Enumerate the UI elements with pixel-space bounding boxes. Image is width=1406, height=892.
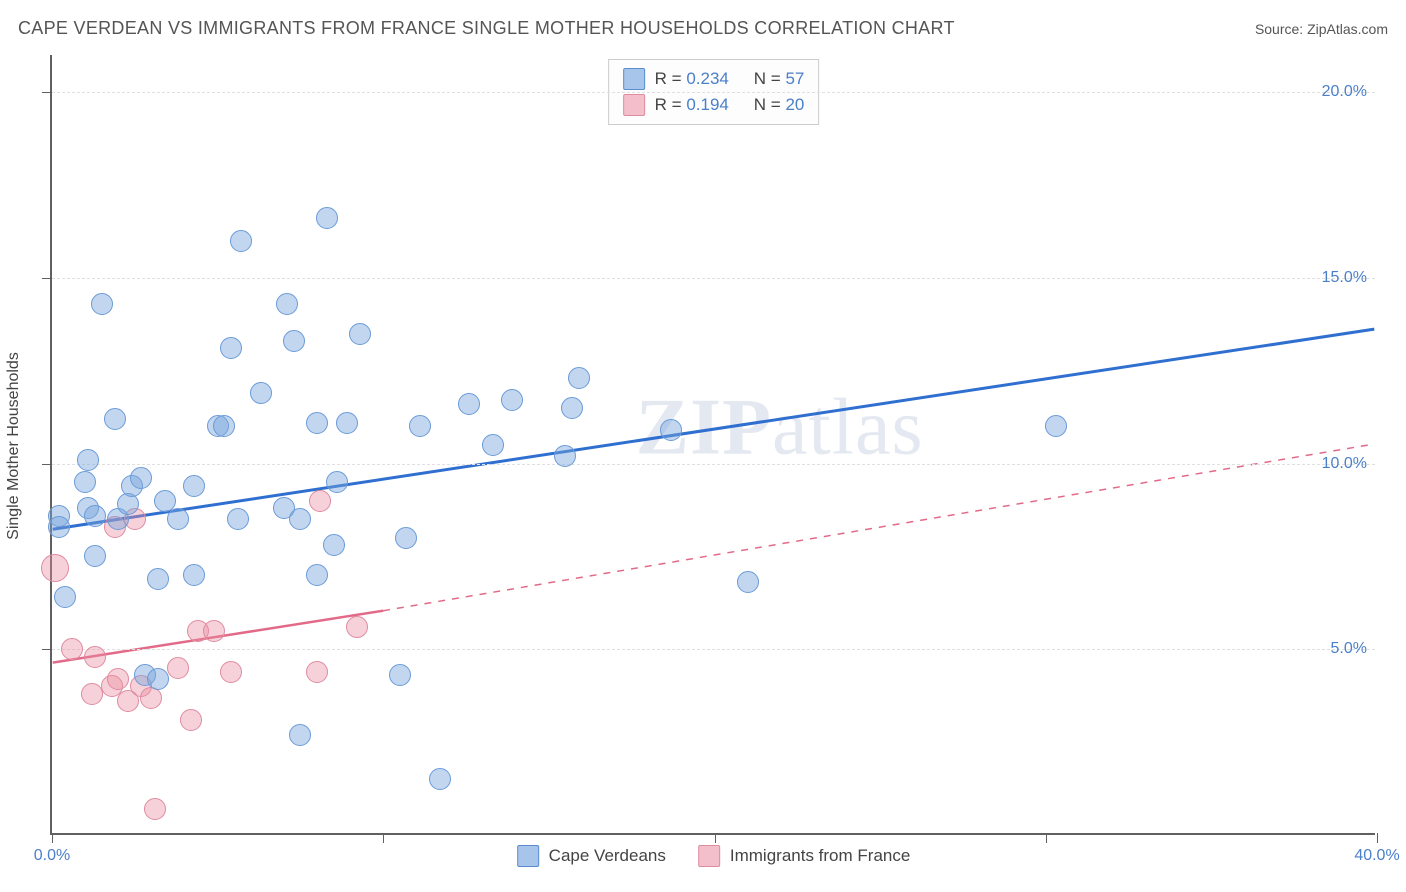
y-axis-label: Single Mother Households [5,352,23,540]
gridline-h [52,464,1375,465]
scatter-point-series1 [48,516,70,538]
y-tick [42,278,52,279]
scatter-point-series2 [306,661,328,683]
x-tick [715,833,716,843]
scatter-point-series1 [276,293,298,315]
source-label: Source: ZipAtlas.com [1255,21,1388,37]
y-tick [42,92,52,93]
scatter-point-series2 [203,620,225,642]
scatter-point-series1 [323,534,345,556]
x-tick [1377,833,1378,843]
scatter-point-series1 [737,571,759,593]
y-tick [42,649,52,650]
scatter-point-series2 [220,661,242,683]
legend-item: Cape Verdeans [517,845,666,867]
legend-label: Immigrants from France [730,846,910,866]
scatter-point-series1 [84,545,106,567]
scatter-point-series1 [336,412,358,434]
legend-stats-text: R = 0.194 N = 20 [655,95,805,115]
watermark-light: atlas [772,384,924,472]
scatter-point-series1 [482,434,504,456]
legend-swatch [623,94,645,116]
scatter-point-series1 [326,471,348,493]
scatter-point-series2 [180,709,202,731]
scatter-point-series1 [117,493,139,515]
header-row: CAPE VERDEAN VS IMMIGRANTS FROM FRANCE S… [18,18,1388,39]
gridline-h [52,278,1375,279]
scatter-point-series2 [309,490,331,512]
scatter-point-series1 [289,724,311,746]
legend-item: Immigrants from France [698,845,910,867]
plot-area: ZIPatlas R = 0.234 N = 57 R = 0.194 N = 2… [50,55,1375,835]
x-tick-label: 0.0% [34,847,70,865]
scatter-point-series1 [220,337,242,359]
watermark-bold: ZIP [636,384,772,472]
scatter-point-series1 [84,505,106,527]
scatter-point-series1 [429,768,451,790]
y-tick-label: 5.0% [1331,640,1367,658]
scatter-point-series1 [74,471,96,493]
legend-swatch [698,845,720,867]
scatter-point-series1 [568,367,590,389]
y-tick [42,464,52,465]
scatter-point-series1 [91,293,113,315]
x-tick-label: 40.0% [1354,847,1399,865]
y-tick-label: 20.0% [1322,83,1367,101]
scatter-point-series1 [250,382,272,404]
scatter-point-series1 [130,467,152,489]
scatter-point-series1 [167,508,189,530]
scatter-point-series1 [213,415,235,437]
scatter-point-series1 [660,419,682,441]
scatter-point-series1 [289,508,311,530]
legend-stats-row: R = 0.194 N = 20 [623,92,805,118]
scatter-point-series2 [81,683,103,705]
scatter-point-series2 [84,646,106,668]
gridline-h [52,92,1375,93]
scatter-point-series1 [395,527,417,549]
scatter-point-series2 [167,657,189,679]
legend-stats-text: R = 0.234 N = 57 [655,69,805,89]
legend-swatch [517,845,539,867]
scatter-point-series1 [349,323,371,345]
x-tick [383,833,384,843]
scatter-point-series1 [183,475,205,497]
scatter-point-series1 [389,664,411,686]
scatter-point-series2 [41,554,69,582]
scatter-point-series1 [316,207,338,229]
scatter-point-series1 [227,508,249,530]
scatter-point-series1 [283,330,305,352]
scatter-point-series1 [104,408,126,430]
scatter-point-series1 [183,564,205,586]
scatter-point-series1 [306,564,328,586]
y-tick-label: 10.0% [1322,455,1367,473]
scatter-point-series1 [306,412,328,434]
legend-stats-row: R = 0.234 N = 57 [623,66,805,92]
scatter-point-series1 [458,393,480,415]
scatter-point-series2 [144,798,166,820]
scatter-point-series2 [61,638,83,660]
scatter-point-series1 [1045,415,1067,437]
scatter-point-series2 [346,616,368,638]
legend-series: Cape Verdeans Immigrants from France [517,845,911,867]
scatter-point-series1 [54,586,76,608]
gridline-h [52,649,1375,650]
trend-lines [52,55,1375,833]
legend-swatch [623,68,645,90]
x-tick [1046,833,1047,843]
scatter-point-series2 [107,668,129,690]
scatter-point-series1 [147,668,169,690]
chart-title: CAPE VERDEAN VS IMMIGRANTS FROM FRANCE S… [18,18,955,39]
scatter-point-series1 [230,230,252,252]
scatter-point-series1 [147,568,169,590]
scatter-point-series1 [554,445,576,467]
scatter-point-series1 [501,389,523,411]
scatter-point-series1 [77,449,99,471]
legend-label: Cape Verdeans [549,846,666,866]
scatter-point-series1 [409,415,431,437]
y-tick-label: 15.0% [1322,269,1367,287]
x-tick [52,833,53,843]
scatter-point-series1 [561,397,583,419]
chart-container: CAPE VERDEAN VS IMMIGRANTS FROM FRANCE S… [0,0,1406,892]
